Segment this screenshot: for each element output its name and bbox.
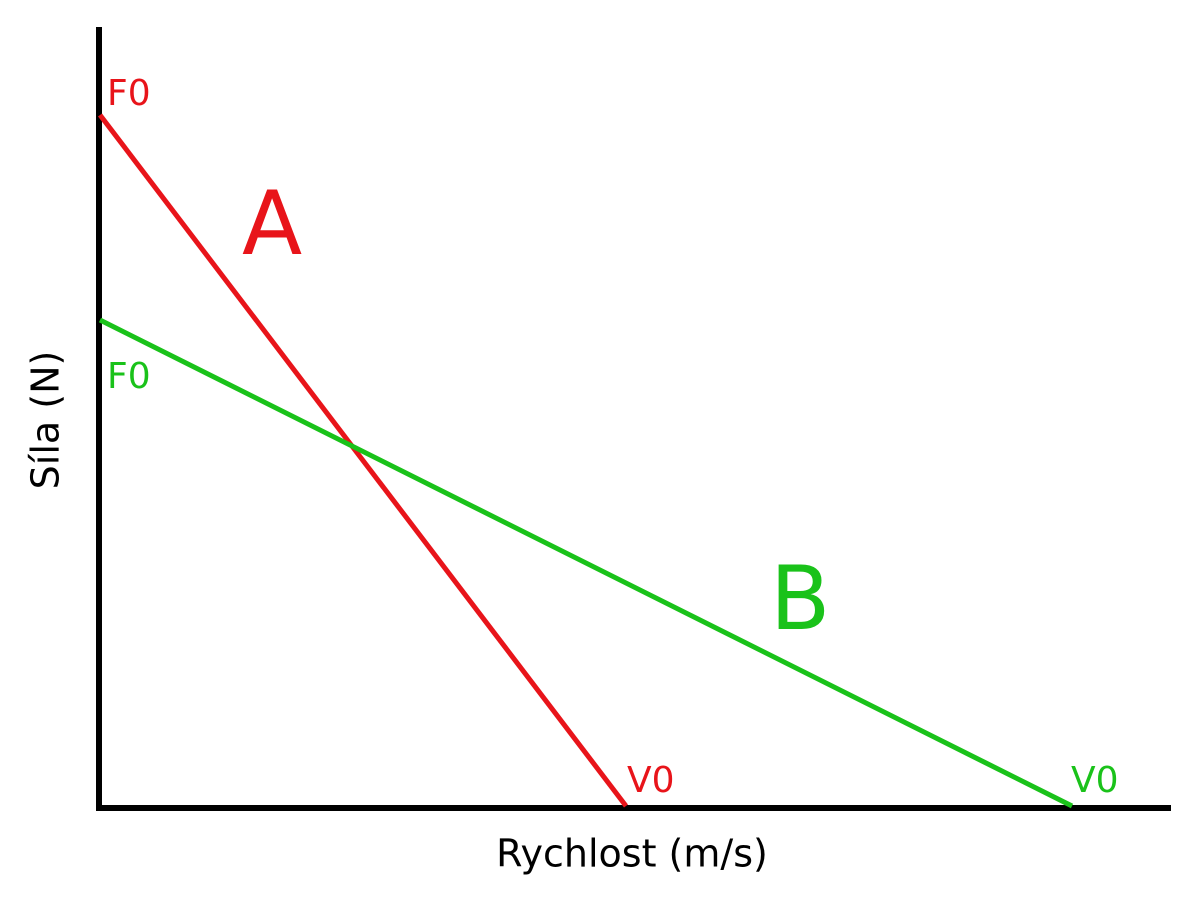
v0-label: V0 [627,760,675,801]
v0-label: V0 [1071,760,1119,801]
curve-name: A [242,172,302,275]
f0-label: F0 [107,356,151,397]
f0-label: F0 [107,73,151,114]
curve-name: B [770,547,830,650]
x-axis-label: Rychlost (m/s) [496,832,768,876]
curve-a [98,113,628,808]
curve-b [98,317,1074,809]
y-axis-label: Síla (N) [24,351,68,490]
